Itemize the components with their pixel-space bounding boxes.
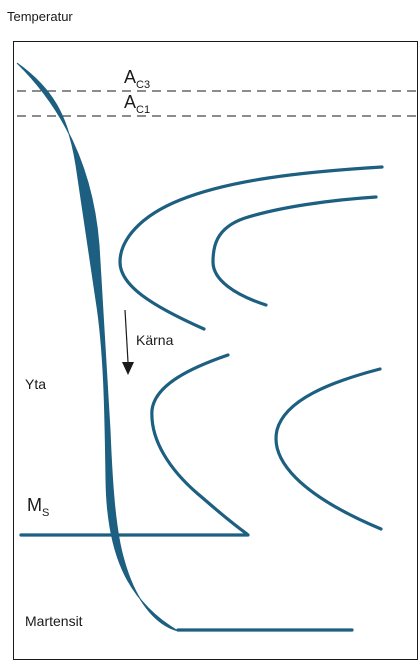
transformation-finish-curve-upper bbox=[211, 195, 378, 307]
ms-label-main: M bbox=[27, 495, 42, 515]
transformation-start-curve-upper bbox=[118, 165, 384, 331]
ac1-label-main: A bbox=[124, 92, 136, 112]
core-arrow-head-icon bbox=[122, 362, 134, 375]
transformation-finish-curve-lower bbox=[274, 367, 383, 531]
cooling-band bbox=[16, 62, 179, 632]
ms-label: MS bbox=[27, 495, 49, 519]
ac1-label: AC1 bbox=[124, 92, 150, 116]
ac1-label-sub: C1 bbox=[136, 104, 150, 116]
ac3-label: AC3 bbox=[124, 67, 150, 91]
axis-title-temperature: Temperatur bbox=[7, 9, 73, 24]
ac3-label-sub: C3 bbox=[136, 79, 150, 91]
ms-label-sub: S bbox=[42, 507, 49, 519]
ac3-label-main: A bbox=[124, 67, 136, 87]
martensite-label: Martensit bbox=[25, 613, 83, 629]
transformation-start-curve-lower bbox=[150, 353, 249, 536]
core-label: Kärna bbox=[136, 332, 174, 348]
surface-label: Yta bbox=[25, 376, 46, 392]
diagram-border bbox=[13, 41, 418, 660]
core-arrow-shaft bbox=[124, 309, 129, 363]
